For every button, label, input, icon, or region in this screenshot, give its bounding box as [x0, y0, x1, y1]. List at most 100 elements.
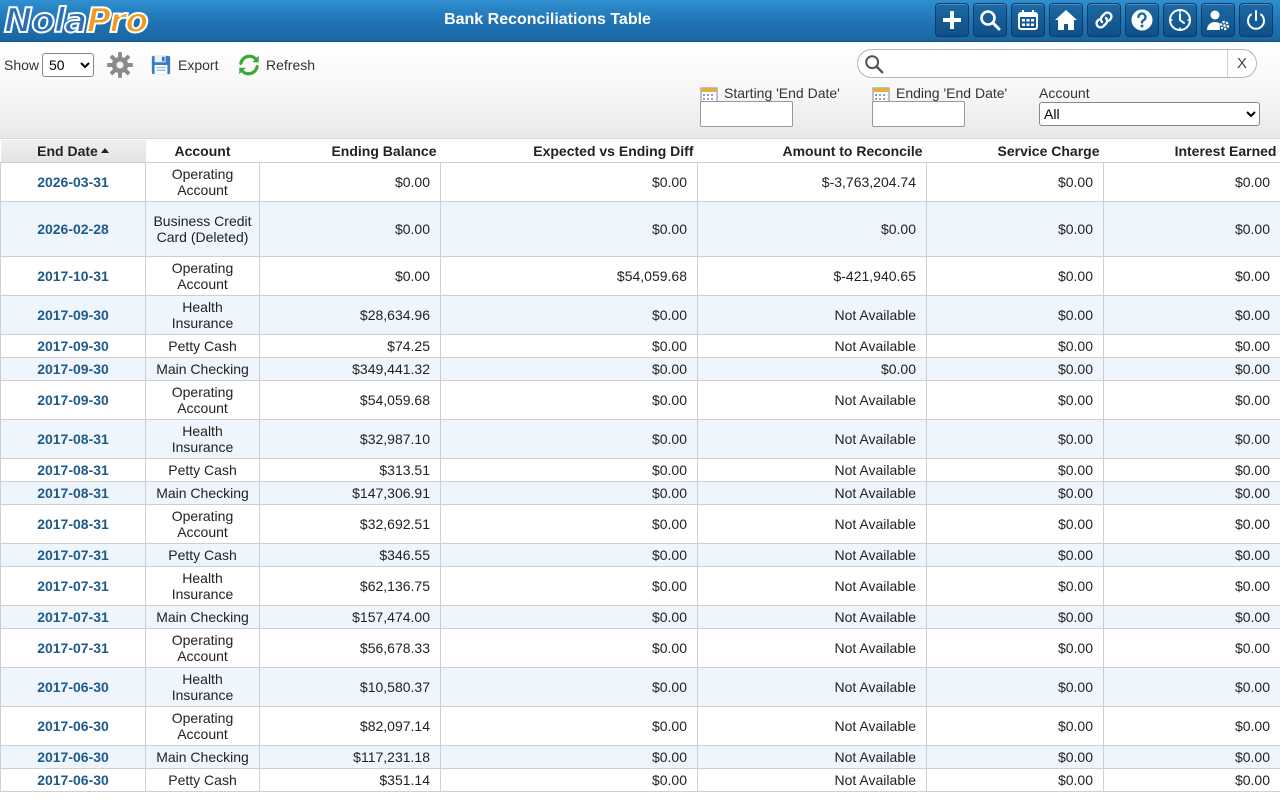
table-row[interactable]: 2017-08-31 Petty Cash $313.51 $0.00 Not Avai… [0, 457, 1280, 482]
end-date-cell[interactable]: 2017-08-31 [0, 418, 146, 459]
help-button[interactable] [1125, 3, 1159, 37]
table-row[interactable]: 2017-08-31 Operating Account $32,692.51 $0.… [0, 503, 1280, 544]
account-filter-select[interactable]: All [1039, 102, 1260, 126]
interest-earned-cell: $0.00 [1103, 418, 1280, 459]
ending-balance-cell: $10,580.37 [259, 666, 441, 707]
table-row[interactable]: 2017-07-31 Main Checking $157,474.00 $0.00 N… [0, 604, 1280, 629]
table-row[interactable]: 2017-09-30 Main Checking $349,441.32 $0.00 $… [0, 356, 1280, 381]
expected-vs-ending-diff-cell: $0.00 [440, 542, 698, 567]
floppy-disk-icon [151, 55, 171, 75]
clock-icon [1169, 9, 1191, 31]
end-date-cell[interactable]: 2017-08-31 [0, 457, 146, 482]
refresh-label: Refresh [266, 57, 316, 73]
clear-search-button[interactable]: X [1227, 50, 1256, 77]
interest-earned-cell: $0.00 [1103, 161, 1280, 202]
interest-earned-cell: $0.00 [1103, 627, 1280, 668]
search-icon [865, 55, 884, 74]
table-row[interactable]: 2017-06-30 Petty Cash $351.14 $0.00 Not Avai… [0, 767, 1280, 792]
amount-to-reconcile-cell: Not Available [697, 333, 927, 358]
service-charge-cell: $0.00 [926, 379, 1104, 420]
account-cell: Main Checking [145, 356, 260, 381]
end-date-cell[interactable]: 2017-09-30 [0, 294, 146, 335]
end-date-cell[interactable]: 2017-10-31 [0, 255, 146, 296]
table-row[interactable]: 2017-07-31 Operating Account $56,678.33 $0.… [0, 627, 1280, 668]
interest-earned-cell: $0.00 [1103, 356, 1280, 381]
starting-end-date-input[interactable] [700, 101, 793, 127]
column-header-amount-to-reconcile[interactable]: Amount to Reconcile [697, 140, 927, 163]
end-date-cell[interactable]: 2017-09-30 [0, 379, 146, 420]
user-settings-button[interactable] [1201, 3, 1235, 37]
amount-to-reconcile-cell: Not Available [697, 705, 927, 746]
end-date-cell[interactable]: 2026-03-31 [0, 161, 146, 202]
user-settings-icon [1207, 10, 1230, 31]
search-input[interactable] [890, 53, 1225, 74]
end-date-cell[interactable]: 2017-07-31 [0, 542, 146, 567]
end-date-cell[interactable]: 2017-07-31 [0, 565, 146, 606]
end-date-cell[interactable]: 2026-02-28 [0, 200, 146, 257]
end-date-cell[interactable]: 2017-06-30 [0, 744, 146, 769]
power-button[interactable] [1239, 3, 1273, 37]
expected-vs-ending-diff-cell: $0.00 [440, 333, 698, 358]
expected-vs-ending-diff-cell: $0.00 [440, 356, 698, 381]
interest-earned-cell: $0.00 [1103, 542, 1280, 567]
export-button[interactable]: Export [150, 52, 218, 78]
table-row[interactable]: 2017-06-30 Operating Account $82,097.14 $0.… [0, 705, 1280, 746]
ending-balance-cell: $346.55 [259, 542, 441, 567]
table-row[interactable]: 2017-07-31 Health Insurance $62,136.75 $0.0… [0, 565, 1280, 606]
gear-icon[interactable] [106, 51, 134, 79]
add-button[interactable] [935, 3, 969, 37]
table-row[interactable]: 2017-10-31 Operating Account $0.00 $54,059.… [0, 255, 1280, 296]
refresh-button[interactable]: Refresh [236, 51, 315, 79]
end-date-cell[interactable]: 2017-09-30 [0, 356, 146, 381]
home-button[interactable] [1049, 3, 1083, 37]
table-row[interactable]: 2017-09-30 Health Insurance $28,634.96 $0.0… [0, 294, 1280, 335]
column-header-interest-earned[interactable]: Interest Earned [1103, 140, 1280, 163]
end-date-cell[interactable]: 2017-06-30 [0, 767, 146, 792]
show-count-select[interactable]: 50 [42, 53, 94, 77]
service-charge-cell: $0.00 [926, 356, 1104, 381]
link-button[interactable] [1087, 3, 1121, 37]
search-button[interactable] [973, 3, 1007, 37]
column-header-ending-balance[interactable]: Ending Balance [259, 140, 441, 163]
expected-vs-ending-diff-cell: $0.00 [440, 666, 698, 707]
end-date-cell[interactable]: 2017-09-30 [0, 333, 146, 358]
calendar-icon[interactable] [872, 86, 890, 104]
end-date-cell[interactable]: 2017-08-31 [0, 480, 146, 505]
table-body: 2026-03-31 Operating Account $0.00 $0.00 $-3… [0, 161, 1280, 792]
column-header-expected-vs-ending-diff[interactable]: Expected vs Ending Diff [440, 140, 698, 163]
table-row[interactable]: 2017-08-31 Health Insurance $32,987.10 $0.0… [0, 418, 1280, 459]
end-date-cell[interactable]: 2017-08-31 [0, 503, 146, 544]
table-row[interactable]: 2017-09-30 Petty Cash $74.25 $0.00 Not Avail… [0, 333, 1280, 358]
ending-end-date-input[interactable] [872, 101, 965, 127]
end-date-cell[interactable]: 2017-07-31 [0, 627, 146, 668]
column-header-account[interactable]: Account [145, 140, 260, 163]
ending-balance-cell: $32,987.10 [259, 418, 441, 459]
refresh-icon [239, 54, 259, 76]
end-date-cell[interactable]: 2017-06-30 [0, 705, 146, 746]
ending-balance-cell: $0.00 [259, 200, 441, 257]
calendar-button[interactable] [1011, 3, 1045, 37]
interest-earned-cell: $0.00 [1103, 333, 1280, 358]
account-cell: Operating Account [145, 255, 260, 296]
table-row[interactable]: 2017-07-31 Petty Cash $346.55 $0.00 Not Avai… [0, 542, 1280, 567]
interest-earned-cell: $0.00 [1103, 744, 1280, 769]
end-date-cell[interactable]: 2017-06-30 [0, 666, 146, 707]
table-row[interactable]: 2026-02-28 Business Credit Card (Deleted)… [0, 200, 1280, 257]
table-row[interactable]: 2017-09-30 Operating Account $54,059.68 $0.… [0, 379, 1280, 420]
column-header-service-charge[interactable]: Service Charge [926, 140, 1104, 163]
column-header-end-date[interactable]: End Date [0, 140, 146, 163]
clock-button[interactable] [1163, 3, 1197, 37]
table-row[interactable]: 2017-06-30 Main Checking $117,231.18 $0.00 N… [0, 744, 1280, 769]
table-row[interactable]: 2026-03-31 Operating Account $0.00 $0.00 $-3… [0, 161, 1280, 202]
account-cell: Operating Account [145, 379, 260, 420]
account-cell: Main Checking [145, 480, 260, 505]
end-date-cell[interactable]: 2017-07-31 [0, 604, 146, 629]
table-row[interactable]: 2017-06-30 Health Insurance $10,580.37 $0.0… [0, 666, 1280, 707]
nolapro-logo[interactable]: NolaPro [3, 0, 149, 42]
expected-vs-ending-diff-cell: $0.00 [440, 200, 698, 257]
table-row[interactable]: 2017-08-31 Main Checking $147,306.91 $0.00 N… [0, 480, 1280, 505]
interest-earned-cell: $0.00 [1103, 604, 1280, 629]
expected-vs-ending-diff-cell: $0.00 [440, 705, 698, 746]
calendar-icon[interactable] [700, 86, 718, 104]
service-charge-cell: $0.00 [926, 705, 1104, 746]
